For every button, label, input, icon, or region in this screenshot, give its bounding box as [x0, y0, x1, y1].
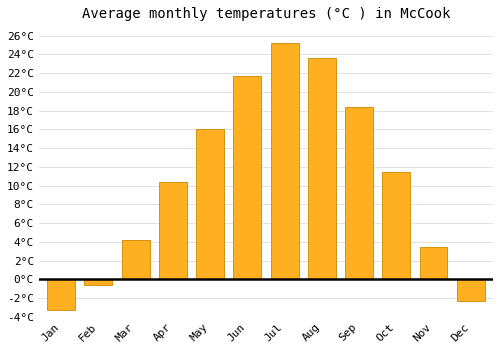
Bar — [84, 279, 112, 285]
Bar — [47, 279, 75, 310]
Bar — [345, 107, 373, 279]
Bar — [308, 58, 336, 279]
Bar — [382, 172, 410, 279]
Bar — [122, 240, 150, 279]
Bar — [159, 182, 187, 279]
Bar — [196, 130, 224, 279]
Title: Average monthly temperatures (°C ) in McCook: Average monthly temperatures (°C ) in Mc… — [82, 7, 450, 21]
Bar — [457, 279, 484, 301]
Bar — [270, 43, 298, 279]
Bar — [234, 76, 262, 279]
Bar — [420, 246, 448, 279]
